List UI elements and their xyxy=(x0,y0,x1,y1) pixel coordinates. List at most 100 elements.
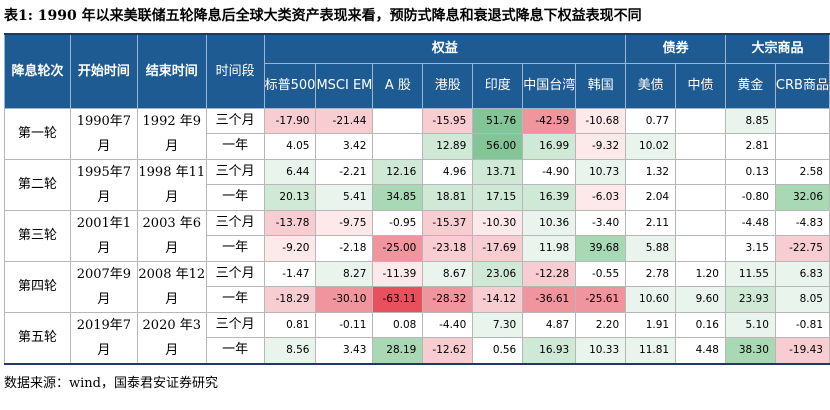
value-cell: 0.13 xyxy=(724,158,776,185)
value-cell: -3.40 xyxy=(575,209,627,236)
value-cell: -0.80 xyxy=(724,184,776,211)
value-cell: -42.59 xyxy=(522,107,577,134)
value-cell: 2.11 xyxy=(625,209,677,236)
table-row: 第二轮 1995年7月 1998 年11月 三个月 6.44 -2.21 12.16 4.96… xyxy=(4,158,830,211)
value-cell: -9.32 xyxy=(575,133,627,160)
value-cell: 4.48 xyxy=(675,336,726,365)
table-row: 第四轮 2007年9月 2008 年12月 三个月 -1.47 8.27 -11.39 8.6… xyxy=(4,260,830,313)
period-cell: 三个月 xyxy=(205,158,265,185)
value-cell: 10.33 xyxy=(575,336,627,365)
value-cell: 10.02 xyxy=(625,133,677,160)
period-cell: 一年 xyxy=(205,235,265,262)
header-hk: 港股 xyxy=(422,62,474,109)
value-cell: 3.43 xyxy=(315,336,374,365)
value-cell: 16.39 xyxy=(522,184,577,211)
header-cn-bond: 中债 xyxy=(675,62,726,109)
value-cell: 1.91 xyxy=(625,311,677,338)
value-cell: -15.95 xyxy=(422,107,474,134)
end-cell: 2003 年6月 xyxy=(136,209,207,262)
value-cell: -11.39 xyxy=(372,260,424,287)
value-cell: 2.81 xyxy=(724,133,776,160)
value-cell: -4.40 xyxy=(422,311,474,338)
value-cell: 16.99 xyxy=(522,133,577,160)
value-cell: 0.16 xyxy=(675,311,726,338)
value-cell: 38.30 xyxy=(724,336,776,365)
value-cell: 5.88 xyxy=(625,235,677,262)
table-row: 第三轮 2001年1月 2003 年6月 三个月 -13.78 -9.75 -0.95 -15… xyxy=(4,209,830,262)
header-crb: CRB商品 xyxy=(774,62,830,109)
value-cell: 28.19 xyxy=(372,336,424,365)
value-cell: 2.58 xyxy=(774,158,830,185)
end-cell: 2020 年3月 xyxy=(136,311,207,364)
period-cell: 一年 xyxy=(205,184,265,211)
header-us-bond: 美债 xyxy=(625,62,677,109)
end-cell: 2008 年12月 xyxy=(136,260,207,313)
header-bond: 债券 xyxy=(625,33,726,64)
table-row: 第五轮 2019年7月 2020 年3月 三个月 0.81 -0.11 0.08 -4.40 7… xyxy=(4,311,830,364)
value-cell: -25.00 xyxy=(372,235,424,262)
value-cell xyxy=(774,133,830,160)
period-cell: 一年 xyxy=(205,286,265,313)
value-cell: -9.75 xyxy=(315,209,374,236)
value-cell: 7.30 xyxy=(472,311,524,338)
value-cell: 3.42 xyxy=(315,133,374,160)
header-sp500: 标普500 xyxy=(263,62,317,109)
start-cell: 1995年7月 xyxy=(69,158,138,211)
value-cell: 2.04 xyxy=(625,184,677,211)
value-cell: -19.43 xyxy=(774,336,830,365)
value-cell: 10.60 xyxy=(625,286,677,313)
value-cell: -10.30 xyxy=(472,209,524,236)
value-cell: 32.06 xyxy=(774,184,830,211)
value-cell: 10.36 xyxy=(522,209,577,236)
header-commodity: 大宗商品 xyxy=(724,33,830,64)
value-cell: 8.67 xyxy=(422,260,474,287)
value-cell: 13.71 xyxy=(472,158,524,185)
value-cell: 10.73 xyxy=(575,158,627,185)
value-cell: -17.90 xyxy=(263,107,317,134)
value-cell: -14.12 xyxy=(472,286,524,313)
header-gold: 黄金 xyxy=(724,62,776,109)
table-row: 一年 -18.29 -30.10 -63.11 -28.32 -14.12 -36.61 -2… xyxy=(5,286,830,313)
start-cell: 1990年7月 xyxy=(69,107,138,160)
value-cell xyxy=(774,107,830,134)
value-cell: 8.85 xyxy=(724,107,776,134)
value-cell: -6.03 xyxy=(575,184,627,211)
value-cell: 8.27 xyxy=(315,260,374,287)
value-cell: -2.21 xyxy=(315,158,374,185)
start-cell: 2007年9月 xyxy=(69,260,138,313)
round-cell: 第二轮 xyxy=(4,158,71,211)
value-cell: 5.41 xyxy=(315,184,374,211)
value-cell xyxy=(675,235,726,262)
value-cell: -15.37 xyxy=(422,209,474,236)
value-cell: -36.61 xyxy=(522,286,577,313)
value-cell: 6.44 xyxy=(263,158,317,185)
header-round: 降息轮次 xyxy=(4,33,71,109)
header-a-share: A 股 xyxy=(372,62,424,109)
header-msci-em: MSCI EM xyxy=(315,62,374,109)
value-cell: -12.62 xyxy=(422,336,474,365)
value-cell: -12.28 xyxy=(522,260,577,287)
value-cell: 16.93 xyxy=(522,336,577,365)
period-cell: 三个月 xyxy=(205,311,265,338)
round-cell: 第四轮 xyxy=(4,260,71,313)
round-cell: 第一轮 xyxy=(4,107,71,160)
value-cell: -10.68 xyxy=(575,107,627,134)
value-cell: 3.15 xyxy=(724,235,776,262)
table-row: 一年 4.05 3.42 12.89 56.00 16.99 -9.32 10.02 2.81 xyxy=(5,133,830,160)
period-cell: 三个月 xyxy=(205,260,265,287)
value-cell: 39.68 xyxy=(575,235,627,262)
value-cell: 9.60 xyxy=(675,286,726,313)
header-period: 时间段 xyxy=(205,33,265,109)
value-cell: -0.11 xyxy=(315,311,374,338)
value-cell: 4.05 xyxy=(263,133,317,160)
value-cell xyxy=(675,209,726,236)
value-cell: 11.55 xyxy=(724,260,776,287)
value-cell: 2.78 xyxy=(625,260,677,287)
value-cell: 17.15 xyxy=(472,184,524,211)
table-row: 一年 -9.20 -2.18 -25.00 -23.18 -17.69 11.98 39.68… xyxy=(5,235,830,262)
value-cell: -0.95 xyxy=(372,209,424,236)
value-cell: -4.83 xyxy=(774,209,830,236)
period-cell: 三个月 xyxy=(205,107,265,134)
value-cell: 0.08 xyxy=(372,311,424,338)
source-note: 数据来源：wind，国泰君安证券研究 xyxy=(4,376,218,391)
